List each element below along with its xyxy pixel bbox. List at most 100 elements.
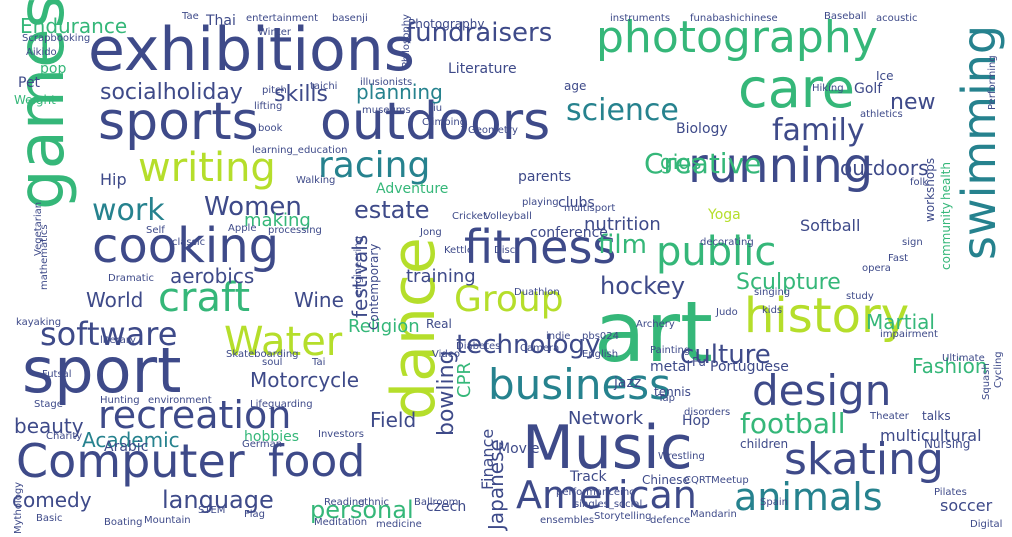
word: Group <box>454 279 564 320</box>
word: gigs <box>660 150 702 174</box>
word: kayaking <box>16 317 62 328</box>
word: Diabetes <box>456 341 501 352</box>
word: Baseball <box>824 11 867 22</box>
word: English <box>582 349 619 360</box>
word: learning_education <box>252 145 348 156</box>
word: cooking <box>92 218 280 274</box>
word: pitch <box>262 85 287 96</box>
word: estate <box>354 196 430 224</box>
word: illusionists <box>360 77 413 88</box>
word: workshops <box>923 157 937 222</box>
word: fundraisers <box>406 18 553 48</box>
word: conference <box>530 225 608 241</box>
word: health <box>939 162 953 200</box>
word: Ice <box>876 69 894 83</box>
word: Martial <box>866 310 935 334</box>
word: Jong <box>420 227 442 238</box>
word: food <box>268 436 366 487</box>
word: taichi <box>310 81 338 92</box>
word: Jiu <box>430 103 443 114</box>
word: Pilates <box>934 487 967 498</box>
word: Basic <box>36 513 63 524</box>
word: football <box>740 407 846 440</box>
word: Sculpture <box>736 270 841 295</box>
word: Digital <box>970 519 1003 530</box>
word: photography <box>596 12 878 63</box>
word: czech <box>426 499 467 515</box>
word: language <box>162 486 274 514</box>
word: Storytelling <box>594 511 652 522</box>
word: soul <box>262 357 283 368</box>
word: fitness <box>464 220 617 274</box>
word: World <box>86 288 144 312</box>
word: Cricket <box>452 211 487 222</box>
word: Fashion <box>912 354 988 378</box>
word: decorating <box>700 237 754 248</box>
word: Video <box>432 349 461 360</box>
word: environment <box>148 395 212 406</box>
word: Spain <box>760 497 788 508</box>
word: parents <box>518 169 572 185</box>
word: Creative <box>644 147 762 180</box>
word: community <box>939 202 953 270</box>
word: instruments <box>610 13 671 24</box>
word: age <box>564 79 587 93</box>
word: Religion <box>348 316 420 337</box>
word: Computer <box>16 434 245 488</box>
word: Wine <box>294 288 344 312</box>
word: Chinese <box>642 473 690 487</box>
word: Pet <box>18 75 41 91</box>
word: tennis <box>654 385 691 399</box>
word: entertainment <box>246 13 318 24</box>
word: Mandarin <box>690 509 737 520</box>
word: pop <box>40 61 67 77</box>
word: Lifeguarding <box>250 399 313 410</box>
word: Network <box>568 408 644 429</box>
word: Literature <box>448 61 517 77</box>
word: business <box>488 360 672 409</box>
word: Cycling <box>993 351 1004 388</box>
word: film <box>598 230 647 260</box>
word: Mythology <box>13 481 24 534</box>
word: Reading <box>324 497 365 508</box>
word: hobbies <box>244 429 300 445</box>
word: skills <box>274 82 329 107</box>
word: basenji <box>332 13 368 24</box>
word: soccer <box>940 496 993 515</box>
word: indie <box>546 331 571 342</box>
word: defence <box>650 515 691 526</box>
word: Performing <box>987 55 998 110</box>
word: pbs024 <box>582 331 619 342</box>
word: Squash <box>981 363 992 400</box>
word: Dramatic <box>108 273 155 284</box>
word: Flag <box>244 509 266 520</box>
word: outdoors <box>840 156 929 180</box>
word: singing <box>754 287 791 298</box>
word: design <box>752 366 892 415</box>
word: Hiking <box>812 83 844 94</box>
word: Charity <box>46 431 83 442</box>
word: CQRTMeetup <box>684 475 749 486</box>
word: literary <box>100 335 136 346</box>
word: acoustic <box>876 13 918 24</box>
word: Judo <box>716 307 738 318</box>
word: Futsal <box>42 369 72 380</box>
word: work <box>92 193 165 228</box>
word: Adventure <box>376 181 449 197</box>
word: Scrapbooking <box>22 33 91 44</box>
word: Real <box>426 317 452 331</box>
word: Winter <box>258 27 291 38</box>
word: Meditation <box>314 517 368 528</box>
word: science <box>566 93 679 128</box>
word: multicultural <box>880 426 982 445</box>
word: impairment <box>880 329 938 340</box>
word: children <box>740 437 789 451</box>
word: Finance <box>478 428 497 490</box>
word: CPR <box>454 362 475 398</box>
word: ensembles <box>540 515 595 526</box>
word: Tae <box>182 11 199 22</box>
word: Archery <box>636 319 675 330</box>
word: history <box>744 288 910 344</box>
word: craft <box>158 275 251 321</box>
word: Boating <box>104 517 143 528</box>
